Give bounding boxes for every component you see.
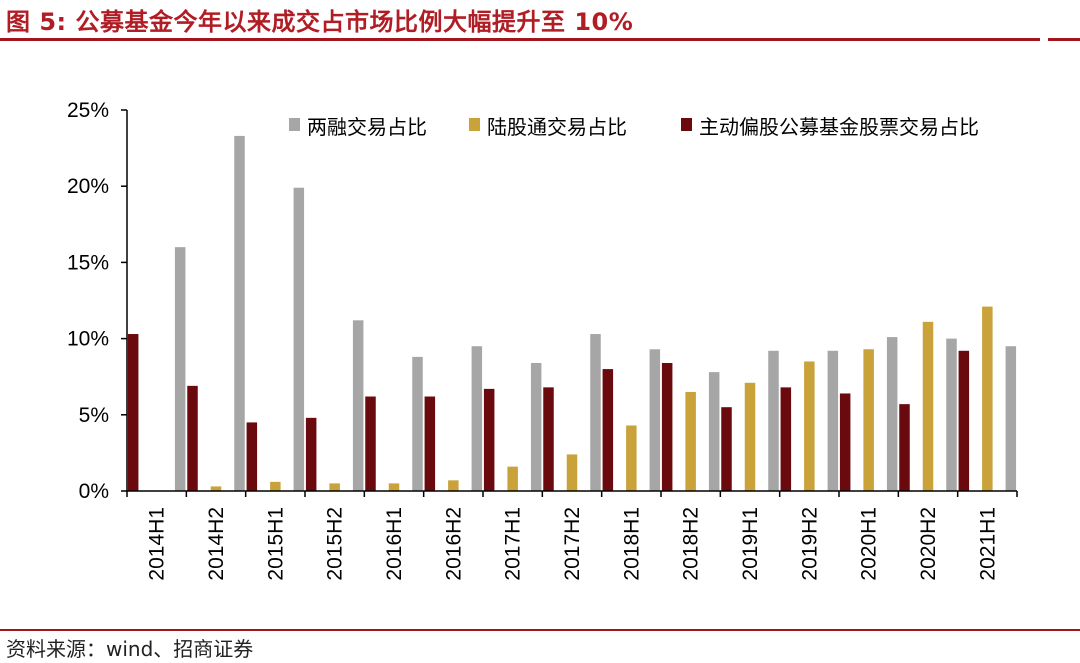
bar	[412, 356, 423, 491]
y-axis: 0% 5% 10% 15% 20% 25%	[67, 99, 128, 503]
bar	[210, 486, 222, 491]
bar	[1005, 346, 1017, 491]
bar	[744, 382, 756, 491]
x-axis: 2014H1 2014H2 2015H1 2015H2 2016H1 2016H2 2017…	[126, 490, 1018, 581]
legend-swatch	[289, 118, 300, 131]
bar	[530, 362, 542, 491]
legend-swatch	[469, 118, 480, 131]
legend-label: 主动偏股公募基金股票交易占比	[699, 115, 979, 139]
bar	[127, 334, 139, 491]
bar	[424, 396, 436, 491]
y-tick-label: 5%	[79, 404, 109, 427]
source-note: 资料来源：wind、招商证券	[6, 637, 254, 661]
bar	[483, 388, 495, 491]
bar	[804, 361, 815, 491]
bar	[174, 247, 186, 491]
bar	[886, 337, 898, 491]
bar	[388, 483, 400, 491]
bar	[899, 404, 910, 491]
y-tick-label: 15%	[67, 251, 109, 274]
bar	[685, 391, 696, 491]
y-tick-label: 10%	[67, 328, 109, 351]
bar	[566, 454, 578, 491]
bar	[780, 387, 792, 491]
x-tick-label: 2015H2	[324, 507, 347, 581]
legend-swatch	[681, 118, 692, 131]
bar	[958, 350, 970, 491]
y-tick-label: 25%	[67, 99, 109, 122]
bar	[471, 346, 483, 491]
bar	[270, 481, 281, 491]
x-tick-label: 2021H1	[976, 507, 999, 581]
bar	[365, 396, 376, 491]
title-divider-gap	[1040, 38, 1048, 41]
x-tick-label: 2017H2	[561, 507, 584, 581]
y-tick-label: 0%	[79, 480, 109, 503]
bar	[543, 387, 554, 491]
bar	[590, 334, 601, 491]
bar	[863, 349, 874, 491]
x-tick-label: 2019H2	[798, 507, 821, 581]
bar	[839, 393, 851, 491]
x-tick-label: 2016H1	[383, 507, 406, 581]
x-tick-label: 2018H2	[680, 507, 703, 581]
x-tick-label: 2019H1	[739, 507, 762, 581]
x-tick-label: 2014H2	[205, 507, 228, 581]
bar	[827, 350, 839, 491]
bar	[293, 187, 305, 491]
bar-series-group	[127, 135, 1017, 491]
legend-label: 陆股通交易占比	[487, 115, 627, 139]
bar	[507, 466, 518, 491]
legend-label: 两融交易占比	[307, 115, 427, 139]
bar	[626, 425, 637, 491]
bar	[768, 350, 779, 491]
x-tick-label: 2016H2	[442, 507, 465, 581]
bar	[661, 362, 673, 491]
y-tick-label: 20%	[67, 175, 109, 198]
chart-legend: 两融交易占比 陆股通交易占比 主动偏股公募基金股票交易占比	[289, 115, 979, 139]
x-tick-label: 2020H1	[858, 507, 881, 581]
bar	[982, 306, 993, 491]
bar	[246, 422, 258, 491]
figure-title: 图 5: 公募基金今年以来成交占市场比例大幅提升至 10%	[6, 8, 634, 36]
x-tick-label: 2020H2	[917, 507, 940, 581]
title-divider	[0, 38, 1080, 41]
bar	[708, 372, 720, 491]
bar	[649, 349, 661, 491]
bar	[602, 369, 614, 491]
x-tick-label: 2015H1	[264, 507, 287, 581]
bar	[187, 385, 198, 491]
bar	[721, 407, 732, 491]
bar	[234, 135, 245, 491]
bar	[946, 338, 957, 491]
bar	[305, 417, 317, 491]
x-tick-label: 2018H1	[620, 507, 643, 581]
x-tick-label: 2017H1	[502, 507, 525, 581]
bar	[329, 483, 340, 491]
source-divider	[0, 629, 1080, 631]
bar	[922, 321, 934, 491]
x-tick-label: 2014H1	[146, 507, 169, 581]
bar	[448, 480, 459, 491]
bar	[352, 320, 364, 491]
